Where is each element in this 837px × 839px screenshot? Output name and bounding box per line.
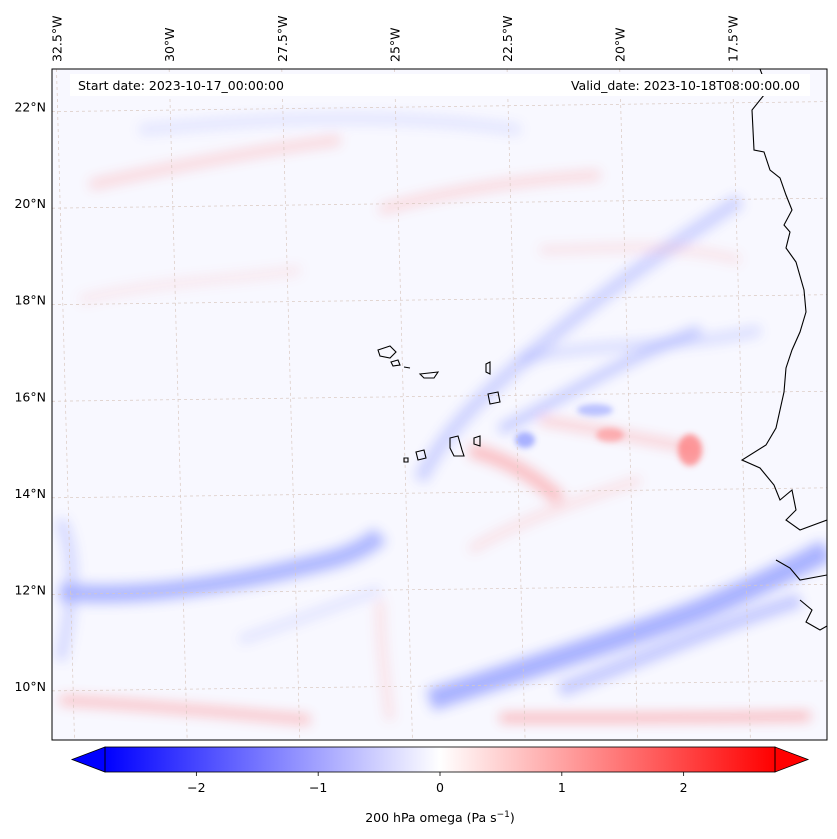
island-santiago (449, 435, 465, 457)
latitude-tick-label: 20°N (14, 196, 46, 211)
colorbar-tick-label: 2 (680, 780, 688, 795)
colorbar-max-extend (774, 746, 810, 773)
meridian-line (168, 69, 188, 740)
colorbar-tick-label: 0 (436, 780, 444, 795)
island-brava (403, 457, 409, 463)
colorbar-ticks: −2 −1 0 1 2 (187, 772, 688, 795)
latitude-tick-label: 22°N (14, 100, 46, 115)
latitude-labels: 22°N 20°N 18°N 16°N 14°N 12°N 10°N (14, 100, 46, 694)
longitude-tick-label: 32.5°W (50, 16, 65, 62)
colorbar: −2 −1 0 1 2 200 hPa omega (Pa s−1) (70, 746, 810, 825)
valid-date-label: Valid_date: 2023-10-18T08:00:00.00 (571, 78, 800, 93)
omega-field (54, 113, 827, 725)
island-fogo (415, 449, 427, 461)
longitude-labels: 32.5°W 30°W 27.5°W 25°W 22.5°W 20°W 17.5°W (50, 16, 741, 62)
coastline (377, 69, 827, 631)
map-panel: Start date: 2023-10-17_00:00:00 Valid_da… (14, 16, 828, 741)
guinea-bissau-coast (799, 599, 827, 631)
island-maio (473, 435, 481, 447)
island-sao-nicolau (418, 371, 440, 379)
island-santa-luzia (403, 366, 411, 369)
island-santo-antao (377, 345, 397, 359)
island-sao-vicente (390, 359, 401, 367)
colorbar-label: 200 hPa omega (Pa s−1) (365, 810, 515, 825)
meridian-line (619, 69, 639, 740)
latitude-tick-label: 10°N (14, 679, 46, 694)
longitude-tick-label: 20°W (613, 27, 628, 62)
map-frame (51, 68, 828, 741)
longitude-tick-label: 25°W (387, 27, 402, 62)
longitude-tick-label: 22.5°W (500, 16, 515, 62)
graticule (52, 69, 827, 740)
map-background (52, 69, 827, 740)
gambia-coast (775, 559, 827, 581)
longitude-tick-label: 17.5°W (725, 16, 740, 62)
longitude-tick-label: 30°W (162, 27, 177, 62)
island-boa-vista (487, 391, 501, 405)
longitude-tick-label: 27.5°W (275, 16, 290, 62)
island-sal (485, 361, 491, 375)
latitude-tick-label: 12°N (14, 582, 46, 597)
colorbar-body (105, 747, 775, 772)
meridian-line (506, 69, 526, 740)
meridian-line (394, 69, 413, 740)
latitude-tick-label: 14°N (14, 486, 46, 501)
latitude-tick-label: 18°N (14, 293, 46, 308)
meridian-line (56, 69, 75, 740)
meridian-line (732, 69, 751, 740)
africa-coastline (740, 69, 827, 531)
colorbar-tick-label: −2 (187, 780, 205, 795)
start-date-label: Start date: 2023-10-17_00:00:00 (78, 78, 284, 93)
latitude-tick-label: 16°N (14, 389, 46, 404)
colorbar-tick-label: −1 (309, 780, 327, 795)
header-box (70, 74, 810, 96)
meridian-line (281, 69, 301, 740)
colorbar-min-extend (70, 746, 106, 773)
colorbar-tick-label: 1 (558, 780, 566, 795)
